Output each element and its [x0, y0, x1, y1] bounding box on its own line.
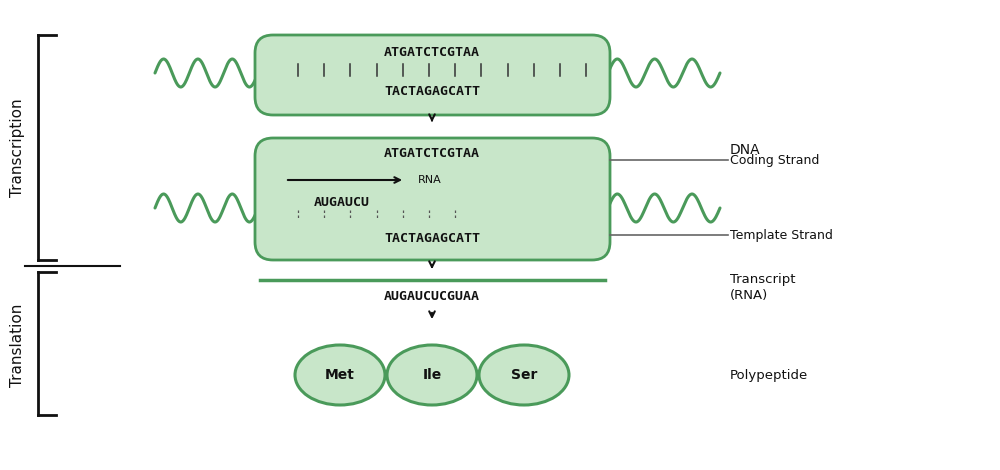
- Ellipse shape: [295, 345, 385, 405]
- Text: Ser: Ser: [511, 368, 537, 382]
- Text: TACTAGAGCATT: TACTAGAGCATT: [384, 232, 480, 244]
- Text: Translation: Translation: [10, 303, 26, 387]
- Text: AUGAUCU: AUGAUCU: [314, 196, 370, 209]
- Text: DNA: DNA: [730, 143, 761, 157]
- Text: Polypeptide: Polypeptide: [730, 368, 808, 382]
- Ellipse shape: [387, 345, 477, 405]
- Text: AUGAUCUCGUAA: AUGAUCUCGUAA: [384, 290, 480, 304]
- Text: Coding Strand: Coding Strand: [730, 154, 819, 166]
- Text: RNA: RNA: [418, 175, 442, 185]
- Text: Ile: Ile: [422, 368, 442, 382]
- Text: Transcript
(RNA): Transcript (RNA): [730, 274, 796, 303]
- Text: Transcription: Transcription: [10, 99, 26, 197]
- FancyBboxPatch shape: [255, 35, 610, 115]
- Ellipse shape: [479, 345, 569, 405]
- Text: TACTAGAGCATT: TACTAGAGCATT: [384, 85, 480, 97]
- FancyBboxPatch shape: [255, 138, 610, 260]
- Text: Met: Met: [325, 368, 355, 382]
- Text: ATGATCTCGTAA: ATGATCTCGTAA: [384, 46, 480, 58]
- Text: ATGATCTCGTAA: ATGATCTCGTAA: [384, 147, 480, 159]
- Text: Template Strand: Template Strand: [730, 228, 833, 242]
